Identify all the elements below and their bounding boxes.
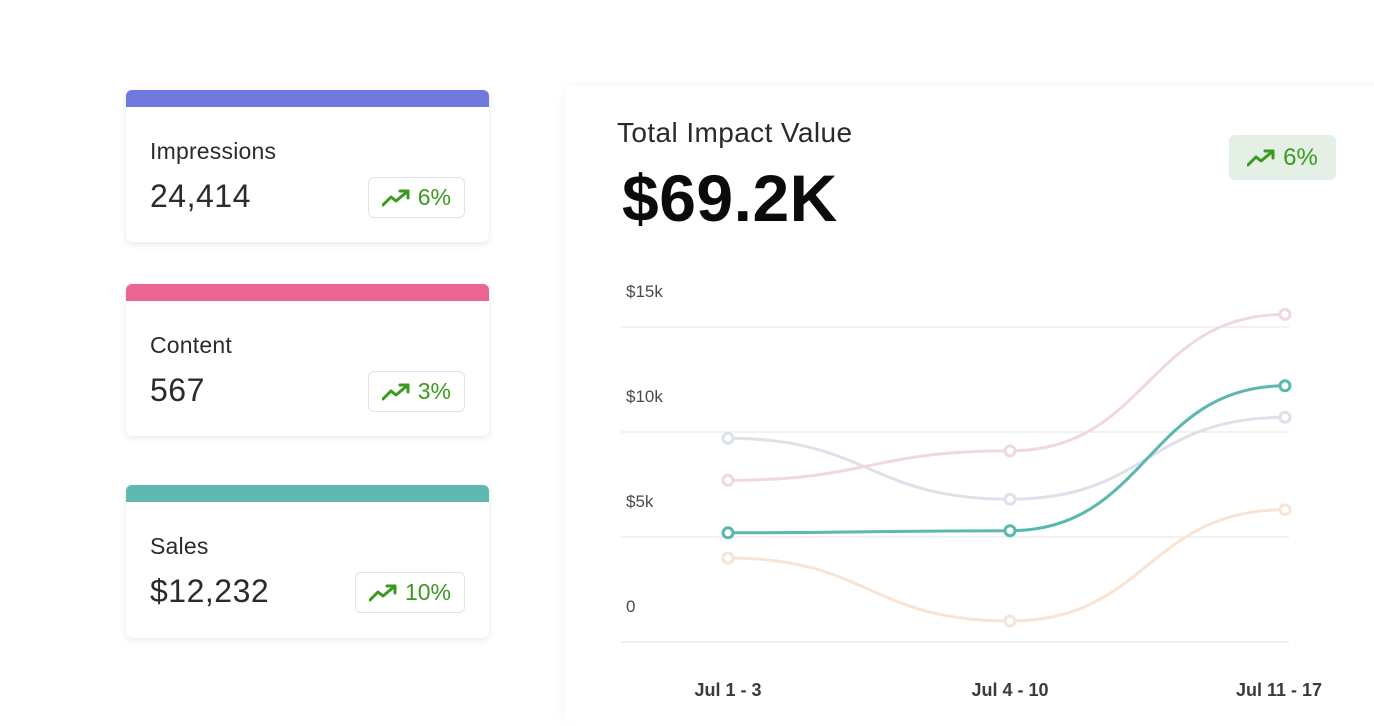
card-label: Sales [150,533,209,559]
y-tick-label: $10k [626,387,663,406]
y-tick-label: $15k [626,282,663,301]
data-point [1278,307,1292,321]
series-line [726,312,1287,482]
change-badge: 6% [367,177,465,218]
data-point [721,551,735,565]
data-point [1278,379,1292,393]
trending-up-icon [381,189,410,206]
data-point [1003,524,1017,538]
card-accent-bar [126,90,489,107]
change-value: 10% [404,579,451,605]
panel-change-value: 6% [1283,143,1318,171]
data-point [721,526,735,540]
data-point [721,431,735,445]
data-point [1003,614,1017,628]
x-tick-label: Jul 1 - 3 [694,680,761,700]
data-point [1003,444,1017,458]
trending-up-icon [381,383,410,400]
y-tick-label: 0 [626,597,635,616]
panel-title: Total Impact Value [617,117,853,148]
change-badge: 3% [367,371,465,412]
panel-value: $69.2K [622,161,838,235]
content-card[interactable]: Content 567 3% [126,284,489,436]
card-value: 567 [150,372,205,408]
trending-up-icon [368,584,397,601]
impact-line-chart: $15k $10k $5k 0 Jul 1 - 3 Jul 4 - 10 Jul 11 - … [621,282,1322,700]
x-tick-label: Jul 11 - 17 [1236,680,1322,700]
series-line [726,415,1287,501]
trending-up-icon [1247,149,1275,166]
data-point [1003,492,1017,506]
change-value: 6% [417,184,451,210]
sales-card[interactable]: Sales $12,232 10% [126,485,489,638]
card-value: $12,232 [150,573,270,609]
data-point [1278,503,1292,517]
highlight-series-line [726,384,1287,535]
card-label: Content [150,332,232,358]
change-badge: 10% [354,572,465,613]
card-accent-bar [126,485,489,502]
change-value: 3% [417,378,451,404]
data-point [721,473,735,487]
card-value: 24,414 [150,178,251,214]
data-point [1278,410,1292,424]
card-label: Impressions [150,138,277,164]
y-tick-label: $5k [626,492,654,511]
x-tick-label: Jul 4 - 10 [971,680,1048,700]
panel-change-badge: 6% [1229,135,1336,180]
card-accent-bar [126,284,489,301]
impressions-card[interactable]: Impressions 24,414 6% [126,90,489,242]
